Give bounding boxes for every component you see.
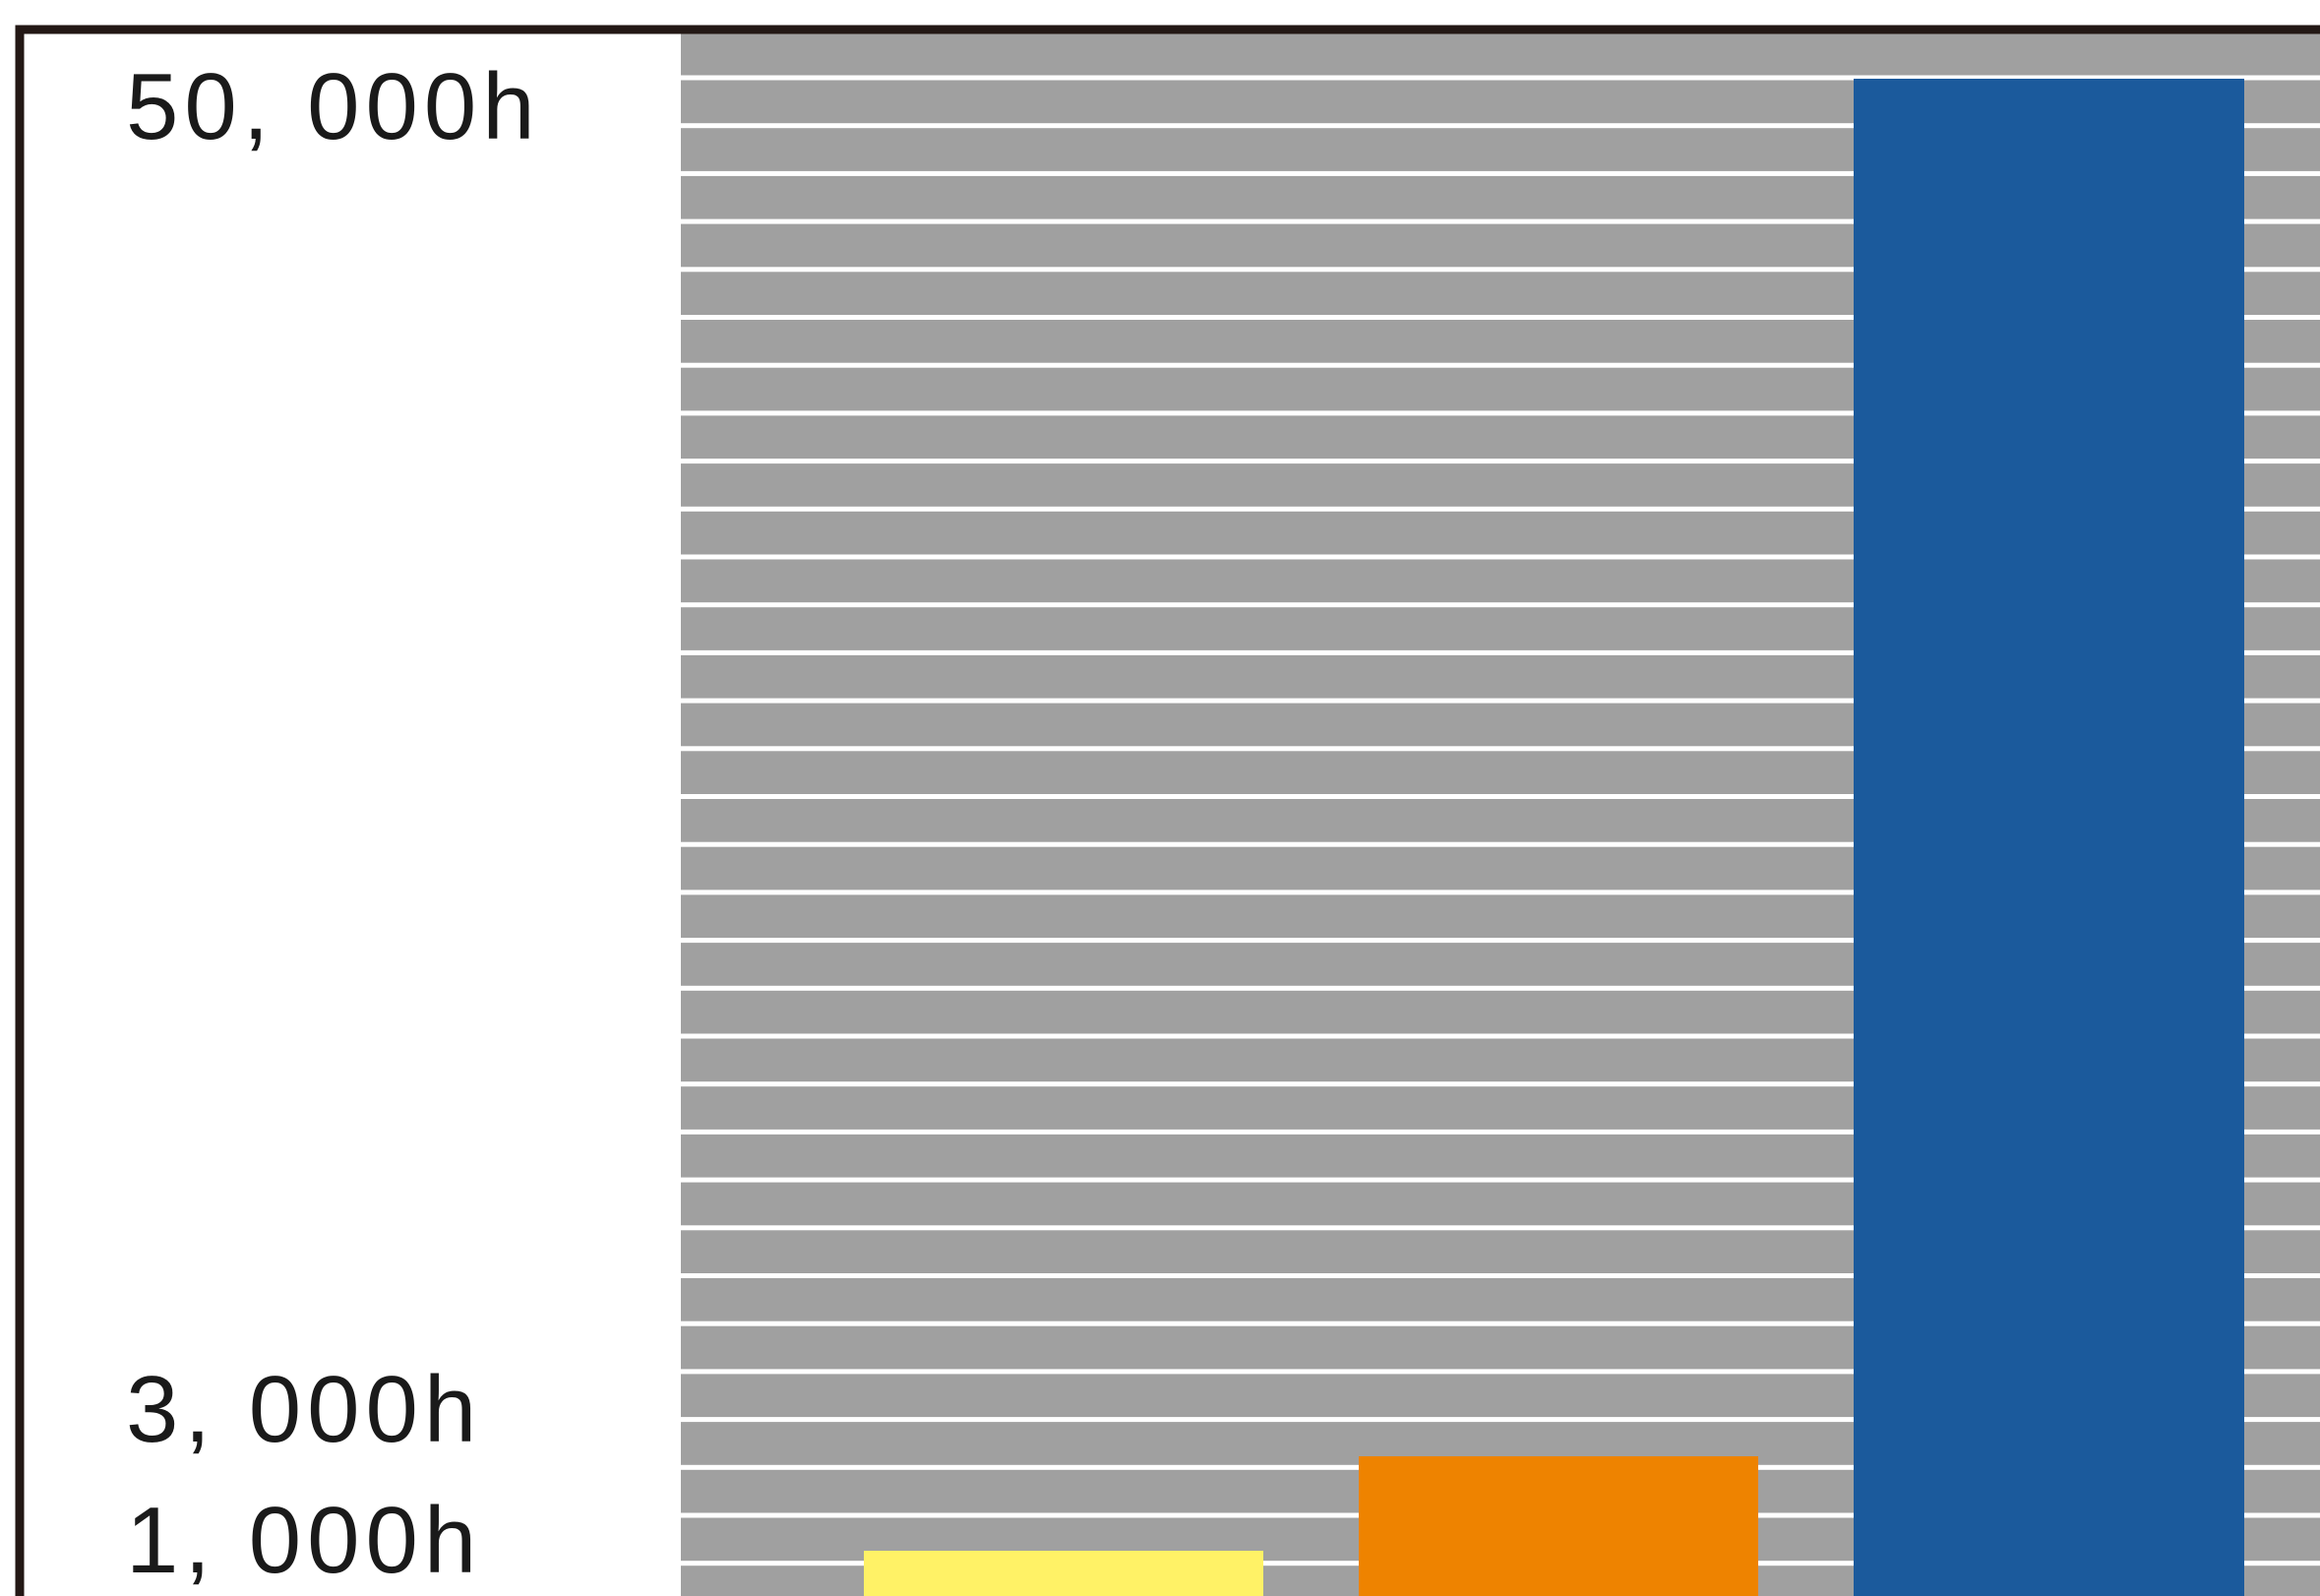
y-tick-label: 50, 000h: [126, 54, 541, 159]
grid-line: [681, 649, 2320, 655]
grid-line: [681, 75, 2320, 81]
grid-line: [681, 1369, 2320, 1375]
grid-line: [681, 1081, 2320, 1087]
grid-line: [681, 459, 2320, 464]
grid-line: [681, 1417, 2320, 1423]
y-tick-label: 1, 000h: [126, 1488, 482, 1593]
grid-line: [681, 267, 2320, 273]
grid-line: [681, 985, 2320, 991]
grid-line: [681, 1129, 2320, 1135]
grid-line: [681, 746, 2320, 752]
grid-line: [681, 170, 2320, 176]
grid-line: [681, 315, 2320, 320]
grid-line: [681, 1320, 2320, 1326]
grid-line: [681, 362, 2320, 368]
grid-line: [681, 123, 2320, 129]
grid-line: [681, 554, 2320, 560]
y-tick-label: 3, 000h: [126, 1357, 482, 1462]
grid-line: [681, 602, 2320, 608]
chart-frame: [15, 25, 2320, 1596]
bars: [864, 79, 2244, 1596]
bar-2: [1359, 1456, 1758, 1596]
grid-line: [681, 1273, 2320, 1278]
bar-3: [1854, 79, 2244, 1596]
bar-1: [864, 1551, 1263, 1596]
grid-line: [681, 1033, 2320, 1039]
grid-line: [681, 410, 2320, 416]
grid-line: [681, 218, 2320, 224]
y-tick-labels: 50, 000h 3, 000h 1, 000h: [126, 54, 541, 1593]
grid-line: [681, 506, 2320, 512]
grid-line: [681, 841, 2320, 847]
grid-line: [681, 1225, 2320, 1231]
grid-line: [681, 1177, 2320, 1183]
grid-line: [681, 890, 2320, 895]
grid-line: [681, 938, 2320, 944]
grid-line: [681, 794, 2320, 799]
grid-line: [681, 698, 2320, 704]
